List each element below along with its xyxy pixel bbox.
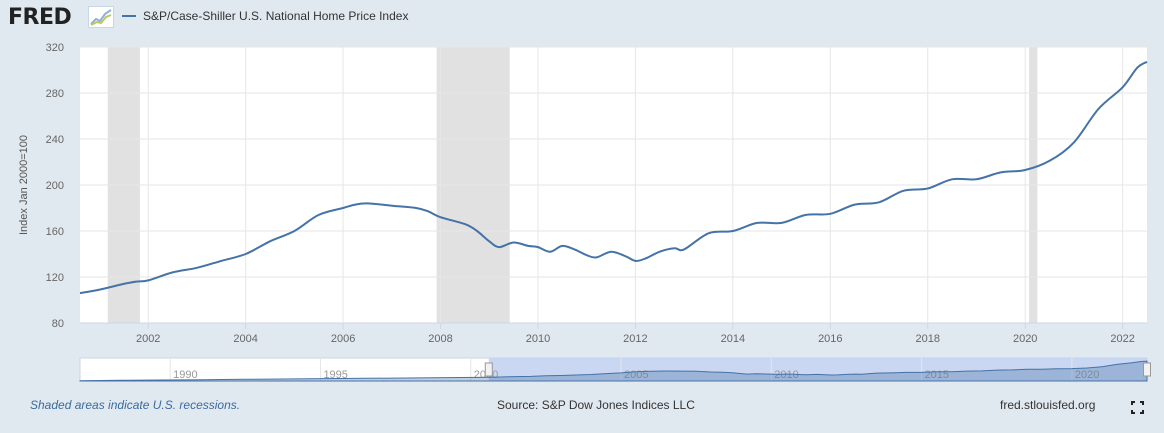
x-tick-label: 2012 xyxy=(623,333,647,345)
fred-chart-logo-icon xyxy=(88,6,114,28)
x-tick-label: 2020 xyxy=(1013,333,1037,345)
navigator-x-tick-label: 2020 xyxy=(1075,369,1099,381)
y-tick-label: 240 xyxy=(46,134,64,146)
navigator-x-tick-label: 1990 xyxy=(173,369,197,381)
x-tick-label: 2010 xyxy=(526,333,550,345)
x-tick-label: 2002 xyxy=(136,333,160,345)
site-link[interactable]: fred.stlouisfed.org xyxy=(1000,398,1096,412)
navigator-x-tick-label: 2010 xyxy=(774,369,798,381)
legend-swatch xyxy=(122,15,136,17)
y-tick-label: 160 xyxy=(46,226,64,238)
x-tick-label: 2006 xyxy=(331,333,355,345)
x-tick-label: 2014 xyxy=(721,333,745,345)
y-tick-label: 320 xyxy=(46,42,64,54)
x-tick-label: 2022 xyxy=(1110,333,1134,345)
fred-logo[interactable]: FRED xyxy=(8,5,72,30)
recession-note: Shaded areas indicate U.S. recessions. xyxy=(30,398,241,412)
y-tick-label: 80 xyxy=(52,318,64,330)
x-tick-label: 2004 xyxy=(233,333,257,345)
navigator-selected-range[interactable] xyxy=(488,358,1147,381)
x-tick-label: 2018 xyxy=(916,333,940,345)
source-text: Source: S&P Dow Jones Indices LLC xyxy=(497,398,695,412)
navigator-series-area xyxy=(79,360,1148,382)
legend-label: S&P/Case-Shiller U.S. National Home Pric… xyxy=(143,9,409,23)
y-axis-label: Index Jan 2000=100 xyxy=(18,135,30,235)
fullscreen-icon[interactable] xyxy=(1131,401,1144,414)
y-tick-label: 280 xyxy=(46,88,64,100)
x-tick-label: 2016 xyxy=(818,333,842,345)
y-tick-label: 200 xyxy=(46,180,64,192)
navigator-handle-right[interactable] xyxy=(1143,362,1151,377)
header: FRED S&P/Case-Shiller U.S. National Home… xyxy=(0,0,1164,36)
x-tick-label: 2008 xyxy=(428,333,452,345)
navigator[interactable]: 1990199520002005201020152020 xyxy=(79,357,1151,382)
series-line-home-price-index[interactable] xyxy=(79,61,1148,295)
legend[interactable]: S&P/Case-Shiller U.S. National Home Pric… xyxy=(122,9,408,23)
navigator-handle-left[interactable] xyxy=(484,362,493,377)
y-tick-label: 120 xyxy=(46,272,64,284)
